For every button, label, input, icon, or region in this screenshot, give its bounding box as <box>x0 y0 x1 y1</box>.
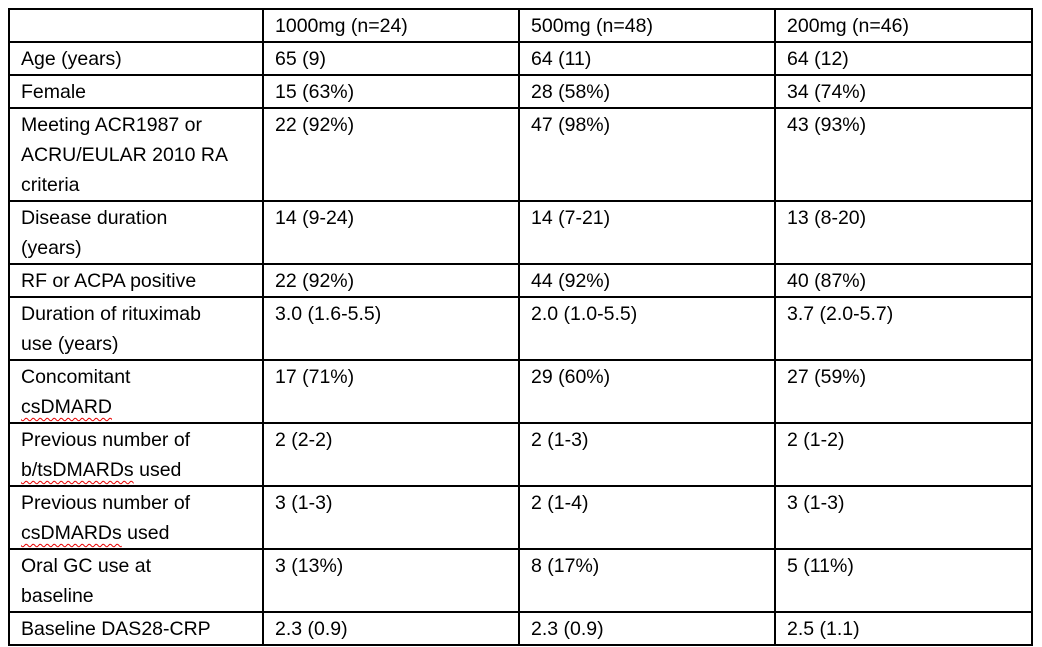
row-label: Previous number of csDMARDs used <box>8 485 264 550</box>
row-label: RF or ACPA positive <box>8 263 264 298</box>
table-row: RF or ACPA positive 22 (92%) 44 (92%) 40 (8… <box>8 263 1033 298</box>
value-cell: 2.3 (0.9) <box>518 611 776 646</box>
value-cell: 2.3 (0.9) <box>262 611 520 646</box>
row-label: Female <box>8 74 264 109</box>
value-cell: 22 (92%) <box>262 107 520 202</box>
table-row: Oral GC use at baseline 3 (13%) 8 (17%) 5 (1… <box>8 548 1033 613</box>
value-cell: 28 (58%) <box>518 74 776 109</box>
row-label: Baseline DAS28-CRP <box>8 611 264 646</box>
value-cell: 64 (12) <box>774 41 1033 76</box>
value-cell: 47 (98%) <box>518 107 776 202</box>
table-row: Previous number of b/tsDMARDs used 2 (2-2)… <box>8 422 1033 487</box>
row-label: Duration of rituximab use (years) <box>8 296 264 361</box>
column-header-500mg: 500mg (n=48) <box>518 8 776 43</box>
value-cell: 2.0 (1.0-5.5) <box>518 296 776 361</box>
column-header-1000mg: 1000mg (n=24) <box>262 8 520 43</box>
value-cell: 2 (1-2) <box>774 422 1033 487</box>
value-cell: 2 (2-2) <box>262 422 520 487</box>
value-cell: 5 (11%) <box>774 548 1033 613</box>
baseline-characteristics-table: 1000mg (n=24) 500mg (n=48) 200mg (n=46) … <box>8 8 1033 646</box>
spellcheck-squiggle: csDMARD <box>21 396 112 418</box>
value-cell: 3 (1-3) <box>774 485 1033 550</box>
value-cell: 3 (13%) <box>262 548 520 613</box>
value-cell: 43 (93%) <box>774 107 1033 202</box>
header-row: 1000mg (n=24) 500mg (n=48) 200mg (n=46) <box>8 8 1033 43</box>
value-cell: 3.7 (2.0-5.7) <box>774 296 1033 361</box>
value-cell: 14 (9-24) <box>262 200 520 265</box>
value-cell: 65 (9) <box>262 41 520 76</box>
table-row: Previous number of csDMARDs used 3 (1-3) 2 … <box>8 485 1033 550</box>
value-cell: 2 (1-4) <box>518 485 776 550</box>
value-cell: 14 (7-21) <box>518 200 776 265</box>
value-cell: 40 (87%) <box>774 263 1033 298</box>
value-cell: 44 (92%) <box>518 263 776 298</box>
value-cell: 29 (60%) <box>518 359 776 424</box>
value-cell: 2.5 (1.1) <box>774 611 1033 646</box>
column-header-200mg: 200mg (n=46) <box>774 8 1033 43</box>
table-row: Baseline DAS28-CRP 2.3 (0.9) 2.3 (0.9) 2.5 … <box>8 611 1033 646</box>
spellcheck-squiggle: csDMARDs <box>21 522 122 544</box>
row-label: Concomitant csDMARD <box>8 359 264 424</box>
table-row: Meeting ACR1987 or ACRU/EULAR 2010 RA crit… <box>8 107 1033 202</box>
value-cell: 8 (17%) <box>518 548 776 613</box>
row-label: Disease duration (years) <box>8 200 264 265</box>
table-row: Disease duration (years) 14 (9-24) 14 (7-21… <box>8 200 1033 265</box>
table-body: 1000mg (n=24) 500mg (n=48) 200mg (n=46) … <box>8 8 1033 646</box>
table-row: Duration of rituximab use (years) 3.0 (1.6… <box>8 296 1033 361</box>
value-cell: 13 (8-20) <box>774 200 1033 265</box>
corner-header-cell <box>8 8 264 43</box>
value-cell: 34 (74%) <box>774 74 1033 109</box>
row-label: Oral GC use at baseline <box>8 548 264 613</box>
value-cell: 64 (11) <box>518 41 776 76</box>
value-cell: 3 (1-3) <box>262 485 520 550</box>
spellcheck-squiggle: b/tsDMARDs <box>21 459 134 481</box>
row-label: Previous number of b/tsDMARDs used <box>8 422 264 487</box>
value-cell: 22 (92%) <box>262 263 520 298</box>
table-row: Concomitant csDMARD 17 (71%) 29 (60%) 27 (59… <box>8 359 1033 424</box>
value-cell: 2 (1-3) <box>518 422 776 487</box>
value-cell: 3.0 (1.6-5.5) <box>262 296 520 361</box>
row-label: Meeting ACR1987 or ACRU/EULAR 2010 RA crit… <box>8 107 264 202</box>
table-row: Female 15 (63%) 28 (58%) 34 (74%) <box>8 74 1033 109</box>
table-row: Age (years) 65 (9) 64 (11) 64 (12) <box>8 41 1033 76</box>
value-cell: 27 (59%) <box>774 359 1033 424</box>
value-cell: 17 (71%) <box>262 359 520 424</box>
row-label: Age (years) <box>8 41 264 76</box>
value-cell: 15 (63%) <box>262 74 520 109</box>
